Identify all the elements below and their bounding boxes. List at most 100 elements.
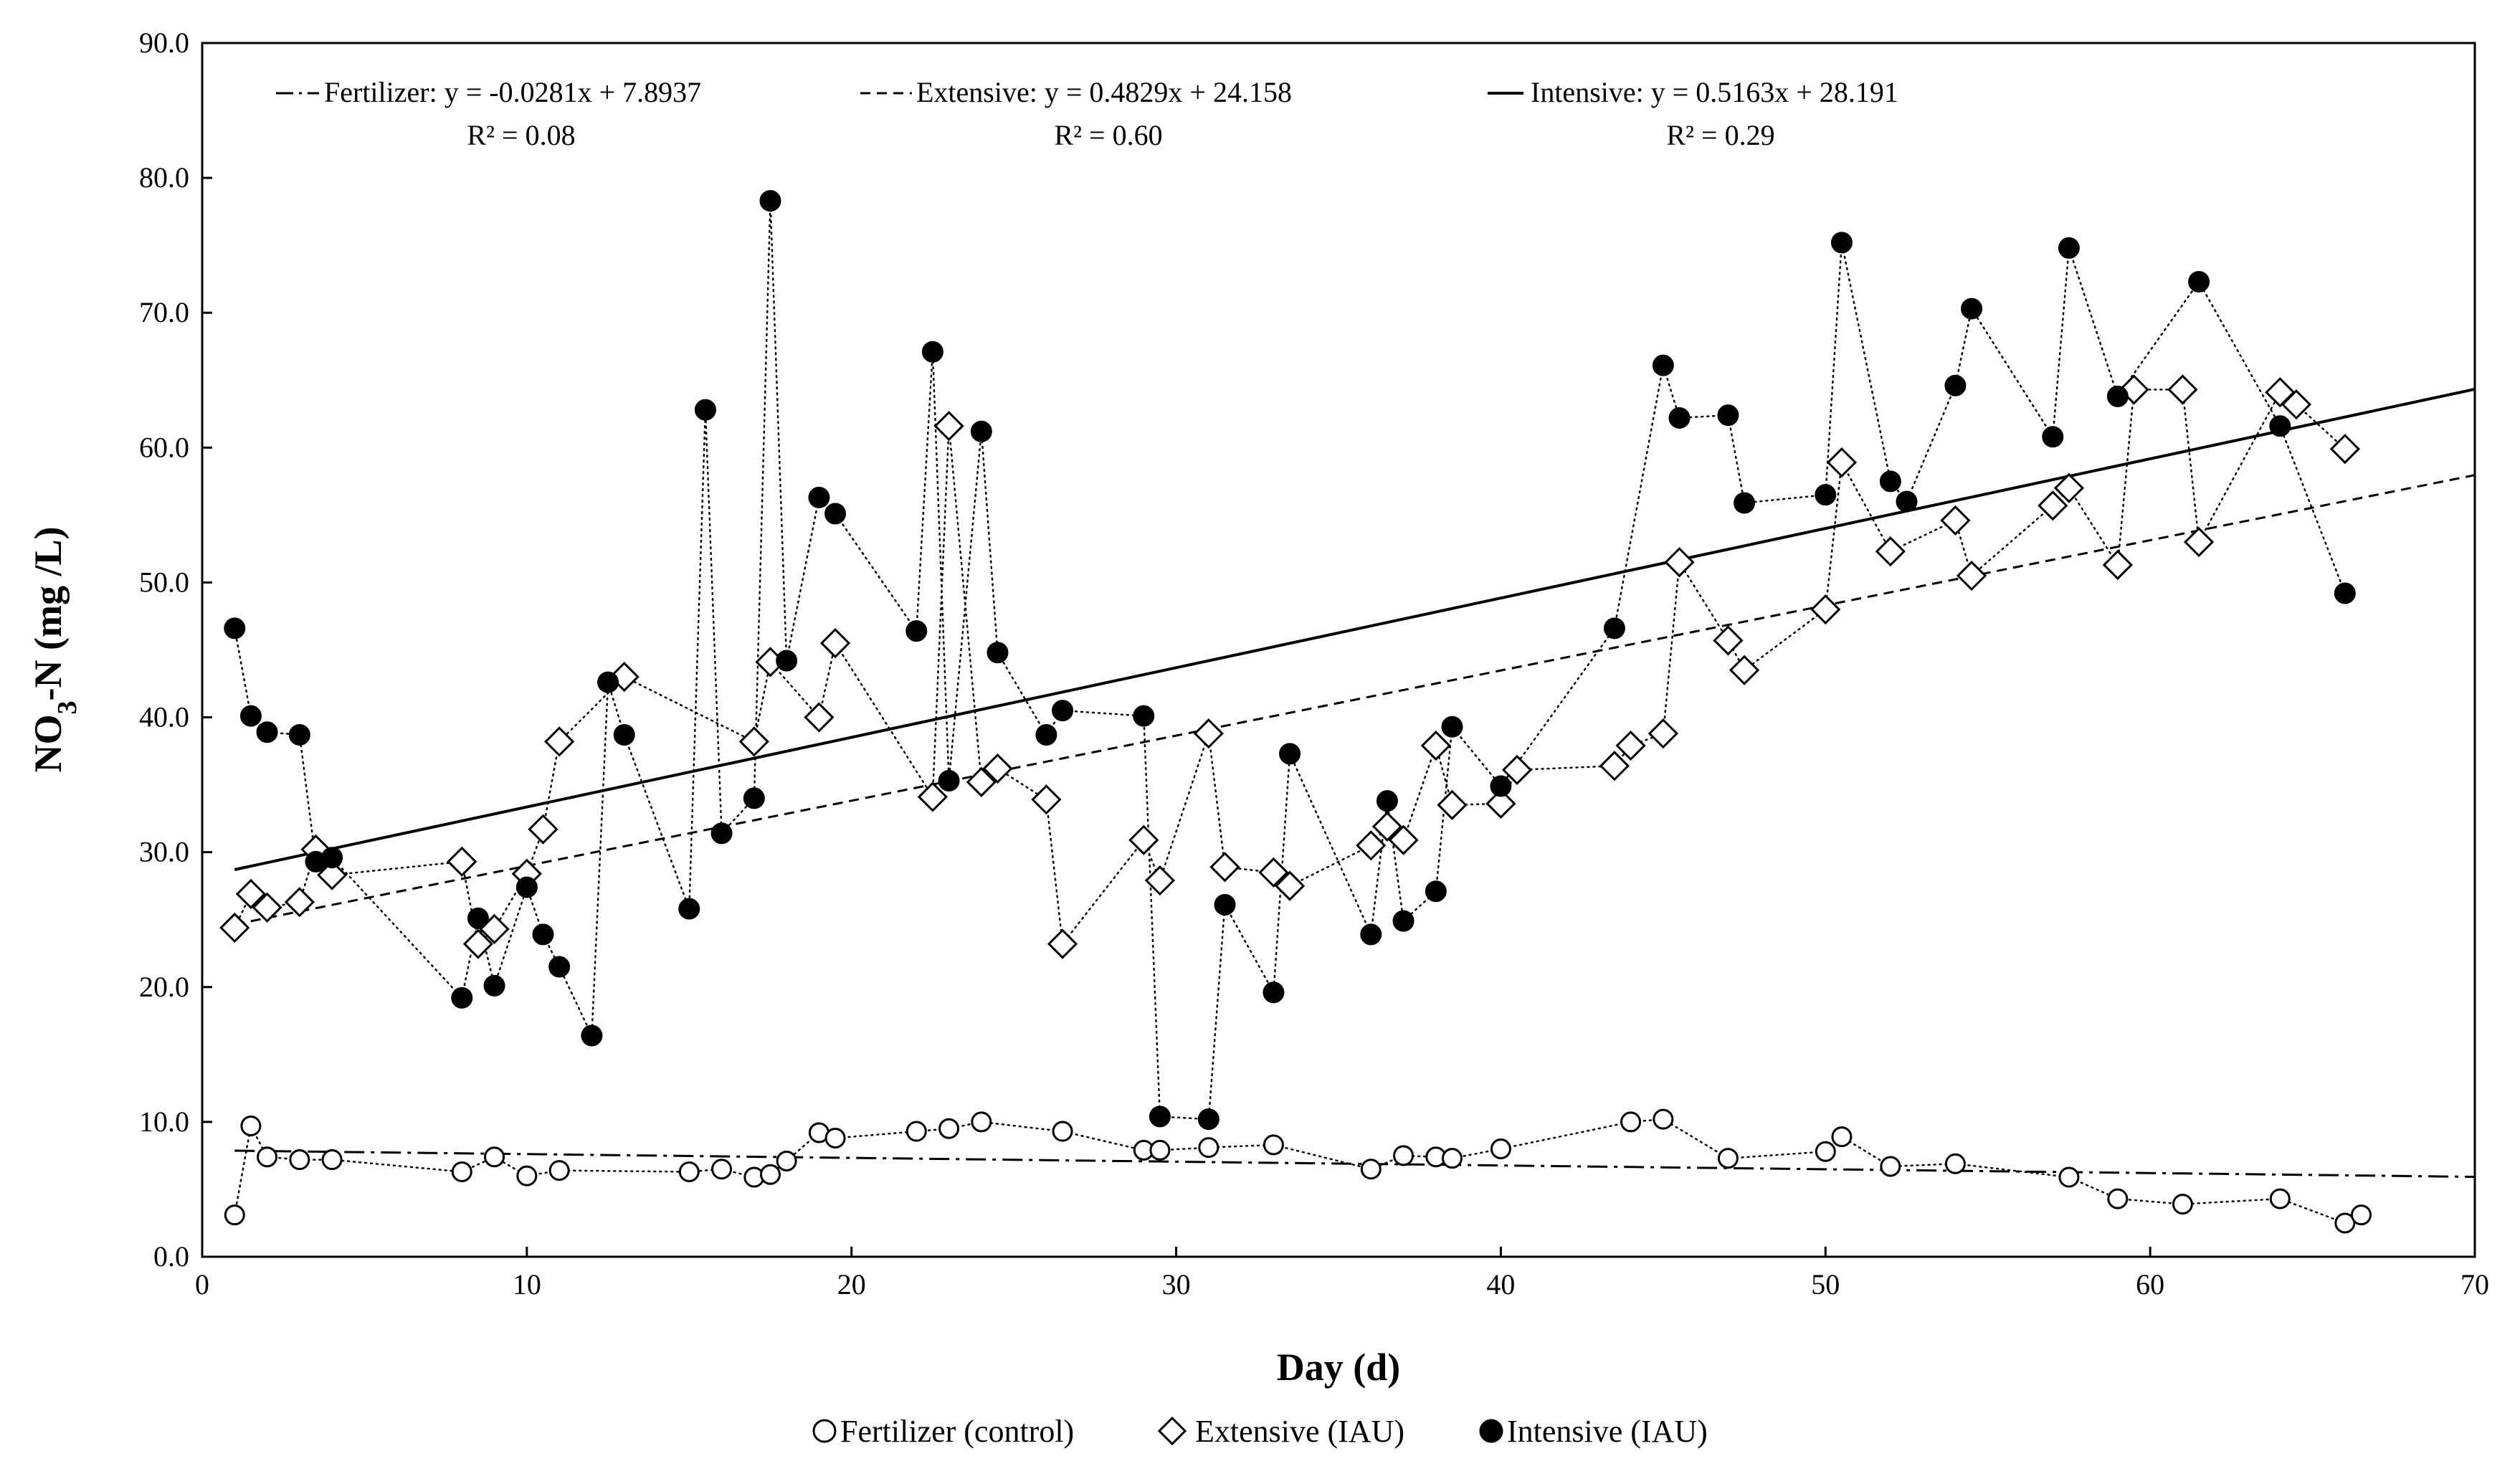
- point-extensive: [1209, 852, 1240, 883]
- point-intensive: [1279, 743, 1301, 765]
- point-extensive: [1956, 560, 1987, 591]
- point-extensive: [804, 702, 835, 733]
- point-intensive: [1879, 470, 1901, 493]
- point-extensive: [252, 892, 282, 923]
- point-extensive: [1274, 870, 1306, 901]
- y-tick-label: 0.0: [153, 1240, 189, 1273]
- trend-line-fertilizer: [234, 1149, 2476, 1179]
- point-intensive: [239, 705, 262, 727]
- point-fertilizer: [1052, 1121, 1073, 1142]
- point-fertilizer: [1620, 1111, 1642, 1133]
- point-fertilizer: [1393, 1145, 1414, 1166]
- point-intensive: [1717, 404, 1739, 427]
- point-intensive: [548, 956, 571, 978]
- point-fertilizer: [2351, 1204, 2372, 1226]
- point-intensive: [1668, 406, 1691, 429]
- y-axis-title-rest: -N (mg /L): [27, 527, 70, 701]
- legend: Fertilizer (control) Extensive (IAU) Int…: [812, 1414, 1708, 1449]
- legend-label-intensive: Intensive (IAU): [1507, 1414, 1708, 1449]
- point-intensive: [1052, 700, 1074, 722]
- point-extensive: [2183, 526, 2215, 558]
- point-fertilizer: [1442, 1148, 1463, 1169]
- point-extensive: [284, 887, 315, 918]
- y-tick-label: 90.0: [139, 27, 189, 59]
- point-intensive: [256, 721, 278, 743]
- point-fertilizer: [1831, 1126, 1853, 1148]
- point-extensive: [2102, 549, 2133, 581]
- point-fertilizer: [1360, 1159, 1382, 1180]
- point-intensive: [1830, 232, 1853, 254]
- point-intensive: [483, 974, 505, 997]
- point-fertilizer: [484, 1146, 505, 1168]
- point-intensive: [710, 822, 733, 845]
- point-fertilizer: [938, 1118, 960, 1139]
- point-extensive: [1501, 754, 1533, 786]
- y-axis-title-main: NO: [27, 714, 70, 772]
- point-intensive: [694, 399, 716, 421]
- point-extensive: [1031, 784, 1062, 815]
- point-intensive: [824, 503, 847, 525]
- point-fertilizer: [776, 1150, 797, 1171]
- point-extensive: [447, 846, 477, 877]
- point-extensive: [1810, 594, 1841, 625]
- point-extensive: [544, 726, 575, 757]
- y-axis-title-sub: 3: [52, 700, 82, 714]
- point-extensive: [1356, 830, 1387, 861]
- point-intensive: [1360, 923, 1382, 946]
- point-intensive: [1652, 354, 1674, 376]
- point-fertilizer: [1815, 1141, 1836, 1162]
- point-intensive: [1149, 1106, 1171, 1128]
- point-extensive: [1713, 625, 1744, 656]
- x-tick-label: 20: [837, 1268, 866, 1301]
- point-fertilizer: [905, 1121, 927, 1142]
- y-tick-label: 70.0: [139, 296, 189, 328]
- point-intensive: [1035, 724, 1057, 746]
- point-extensive: [1047, 928, 1078, 959]
- y-tick-label: 60.0: [139, 431, 189, 463]
- point-fertilizer: [224, 1204, 245, 1226]
- point-intensive: [2058, 237, 2080, 259]
- legend-label-fertilizer: Fertilizer (control): [840, 1414, 1074, 1449]
- point-extensive: [2281, 389, 2312, 420]
- point-extensive: [219, 912, 250, 943]
- point-fertilizer: [1653, 1108, 1674, 1130]
- point-fertilizer: [1198, 1137, 1219, 1159]
- legend-label-extensive: Extensive (IAU): [1195, 1414, 1404, 1449]
- point-extensive: [982, 753, 1013, 784]
- point-extensive: [1940, 505, 1971, 536]
- point-fertilizer: [2172, 1194, 2193, 1215]
- point-intensive: [515, 876, 538, 898]
- x-tick-label: 60: [2136, 1268, 2164, 1301]
- point-fertilizer: [289, 1149, 310, 1171]
- point-extensive: [1193, 718, 1224, 749]
- point-extensive: [1826, 447, 1858, 478]
- point-extensive: [462, 928, 494, 959]
- point-intensive: [2334, 582, 2356, 604]
- point-intensive: [905, 620, 928, 642]
- point-extensive: [1664, 547, 1695, 578]
- point-intensive: [1376, 790, 1398, 812]
- point-extensive: [2265, 377, 2296, 408]
- point-intensive: [808, 486, 830, 508]
- point-intensive: [2106, 385, 2129, 407]
- point-intensive: [2042, 426, 2064, 448]
- point-intensive: [1815, 484, 1837, 506]
- point-fertilizer: [1263, 1134, 1284, 1156]
- x-tick-label: 50: [1811, 1268, 1840, 1301]
- annotation-intensive: Intensive: y = 0.5163x + 28.191 R² = 0.2…: [1488, 76, 1898, 151]
- point-intensive: [2188, 270, 2210, 293]
- point-intensive: [1214, 894, 1236, 916]
- point-fertilizer: [1490, 1138, 1511, 1160]
- point-intensive: [2269, 415, 2291, 437]
- point-extensive: [933, 411, 964, 442]
- point-extensive: [917, 781, 948, 812]
- trend-line-extensive: [234, 474, 2476, 926]
- point-extensive: [1599, 751, 1630, 781]
- point-fertilizer: [321, 1149, 343, 1171]
- point-intensive: [1961, 298, 1983, 320]
- point-extensive: [1647, 718, 1678, 749]
- point-intensive: [1133, 705, 1155, 727]
- x-tick-label: 70: [2460, 1268, 2489, 1301]
- y-tick-label: 20.0: [139, 971, 189, 1003]
- point-intensive: [743, 787, 765, 809]
